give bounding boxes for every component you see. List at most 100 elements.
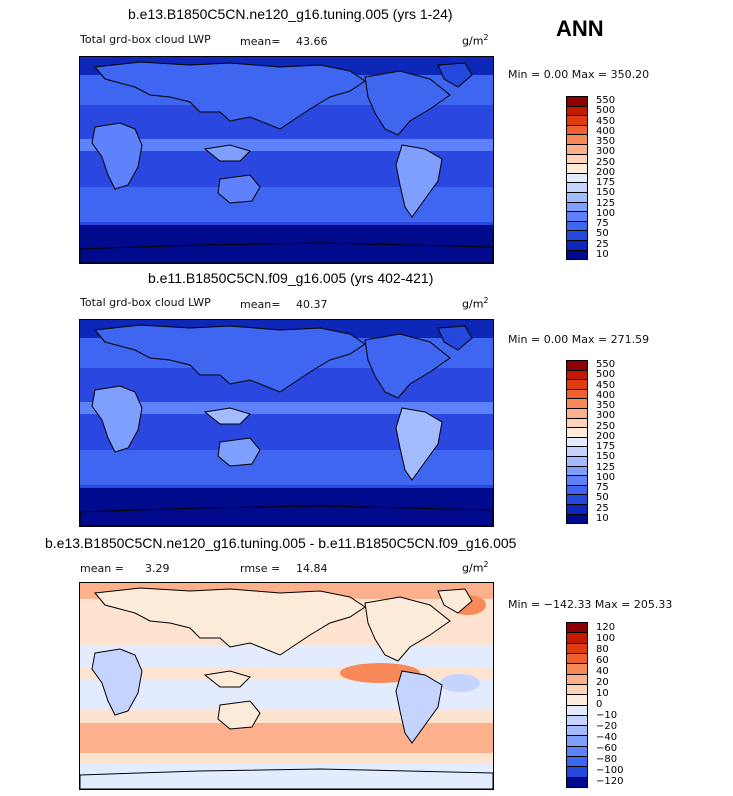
panel2-band-south-storm xyxy=(80,450,493,485)
panel2-colorbar-swatch xyxy=(567,466,587,477)
panel1-colorbar-swatch xyxy=(567,192,587,203)
panel2-land-australia xyxy=(217,437,261,467)
panel2-colorbar-labels: 550 500 450 400 350 300 250 200 175 150 125 100 75 50… xyxy=(596,360,615,524)
panel2-colorbar-tick-label: 400 xyxy=(596,389,616,401)
panel2-colorbar-tick-label: 250 xyxy=(596,420,616,432)
panel2-colorbar-tick-label: 50 xyxy=(596,492,609,504)
panel2-colorbar-tick-label: 500 xyxy=(596,369,616,381)
panel1-colorbar-tick-label: 550 xyxy=(596,95,616,107)
panel2-land-antarctica xyxy=(80,505,493,526)
panel2-title: b.e11.B1850C5CN.f09_g16.005 (yrs 402-421… xyxy=(148,270,434,286)
panel3-rmse-label: rmse = xyxy=(240,562,281,575)
panel1-colorbar-tick-label: 50 xyxy=(596,228,609,240)
panel2-colorbar-swatch xyxy=(567,447,587,457)
panel1-land-greenland xyxy=(437,62,473,88)
panel3-land-africa xyxy=(91,648,143,716)
panel1-colorbar-swatch xyxy=(567,97,587,107)
panel3-colorbar-swatch xyxy=(567,623,587,634)
panel2-colorbar-tick-label: 450 xyxy=(596,379,616,391)
panel2-colorbar-swatch xyxy=(567,418,587,429)
panel3-land-antarctica xyxy=(80,768,493,789)
panel2-map-svg xyxy=(80,320,493,526)
panel1-colorbar-tick-label: 175 xyxy=(596,177,616,189)
panel2-colorbar-tick-label: 550 xyxy=(596,359,616,371)
panel2-colorbar-swatch xyxy=(567,370,587,381)
panel1-colorbar-tick-label: 350 xyxy=(596,136,616,148)
panel3-map-svg xyxy=(80,583,493,789)
panel2-land-americas-south xyxy=(395,407,443,481)
season-label: ANN xyxy=(556,16,604,41)
panel3-map xyxy=(79,582,494,790)
panel1-mean-label: mean= xyxy=(240,35,281,48)
panel2-colorbar-tick-label: 175 xyxy=(596,441,616,453)
panel1-colorbar-tick-label: 10 xyxy=(596,248,609,260)
panel1-colorbar-tick-label: 400 xyxy=(596,125,616,137)
panel2-colorbar-swatch xyxy=(567,514,587,524)
panel3-units: g/m2 xyxy=(462,560,489,575)
panel2-units: g/m2 xyxy=(462,296,489,311)
panel3-title: b.e13.B1850C5CN.ne120_g16.tuning.005 - b… xyxy=(45,535,517,551)
panel1-units: g/m2 xyxy=(462,33,489,48)
panel2-colorbar-swatch xyxy=(567,437,587,448)
panel3-land-eurasia xyxy=(94,587,366,656)
panel2-mean-value: 40.37 xyxy=(296,298,328,311)
panel3-colorbar-swatch xyxy=(567,643,587,654)
panel2-colorbar-swatch xyxy=(567,428,587,438)
panel1-land-australia xyxy=(217,174,261,204)
panel1-band-itcz xyxy=(80,139,493,151)
panel2-land-indonesia xyxy=(203,407,251,425)
panel3-colorbar-labels: 120 100 80 60 40 20 10 0 −10 −20 −40 −60 −80 −100 −120 xyxy=(596,622,623,788)
panel3-colorbar-tick-label: 10 xyxy=(596,687,609,699)
panel3-colorbar-swatch xyxy=(567,726,587,737)
panel1-colorbar-swatch xyxy=(567,240,587,251)
panel3-colorbar-swatch xyxy=(567,746,587,758)
panel1-colorbar-swatch xyxy=(567,202,587,213)
panel3-colorbar-tick-label: 0 xyxy=(596,698,603,710)
panel1-map-svg xyxy=(80,57,493,263)
panel2-colorbar-swatch xyxy=(567,485,587,496)
panel3-colorbar-swatch xyxy=(567,705,587,716)
panel2-colorbar-swatch xyxy=(567,399,587,409)
panel2-variable: Total grd-box cloud LWP xyxy=(80,296,211,309)
panel3-colorbar xyxy=(566,622,588,788)
panel3-colorbar-tick-label: 80 xyxy=(596,643,609,655)
panel1-colorbar-tick-label: 150 xyxy=(596,187,616,199)
panel1-colorbar-swatch xyxy=(567,173,587,184)
panel3-colorbar-tick-label: 60 xyxy=(596,654,609,666)
panel3-colorbar-swatch xyxy=(567,633,587,644)
panel3-colorbar-swatch xyxy=(567,674,587,685)
panel1-colorbar-tick-label: 100 xyxy=(596,207,616,219)
panel3-land-greenland xyxy=(437,588,473,614)
panel1-land-americas-south xyxy=(395,144,443,218)
panel3-colorbar-tick-label: −120 xyxy=(596,776,624,788)
panel1-colorbar-tick-label: 250 xyxy=(596,156,616,168)
panel2-colorbar-tick-label: 125 xyxy=(596,461,616,473)
panel1-land-indonesia xyxy=(203,144,251,162)
panel2-colorbar-swatch xyxy=(567,361,587,371)
panel1-colorbar-swatch xyxy=(567,250,587,260)
panel2-land-africa xyxy=(91,385,143,453)
panel3-colorbar-tick-label: −100 xyxy=(596,765,624,777)
panel1-colorbar-swatch xyxy=(567,183,587,193)
panel3-mean-label: mean = xyxy=(80,562,124,575)
panel3-land-americas-north xyxy=(364,596,451,662)
panel2-colorbar-swatch xyxy=(567,495,587,505)
panel1-colorbar-swatch xyxy=(567,116,587,126)
panel3-colorbar-tick-label: 100 xyxy=(596,632,616,644)
panel2-land-greenland xyxy=(437,325,473,351)
panel2-colorbar-tick-label: 350 xyxy=(596,400,616,412)
panel3-rmse-value: 14.84 xyxy=(296,562,328,575)
panel1-colorbar-swatch xyxy=(567,212,587,222)
panel2-colorbar-tick-label: 10 xyxy=(596,512,609,524)
panel2-band-itcz xyxy=(80,402,493,414)
panel2-colorbar xyxy=(566,360,588,524)
panel2-colorbar-tick-label: 100 xyxy=(596,471,616,483)
panel3-colorbar-tick-label: 40 xyxy=(596,665,609,677)
panel2-minmax: Min = 0.00 Max = 271.59 xyxy=(508,333,650,346)
panel2-colorbar-swatch xyxy=(567,456,587,467)
panel2-colorbar-swatch xyxy=(567,476,587,486)
panel3-colorbar-tick-label: −80 xyxy=(596,754,618,766)
panel3-colorbar-tick-label: −10 xyxy=(596,710,618,722)
panel1-band-south-storm xyxy=(80,187,493,222)
panel1-colorbar-swatch xyxy=(567,106,587,117)
